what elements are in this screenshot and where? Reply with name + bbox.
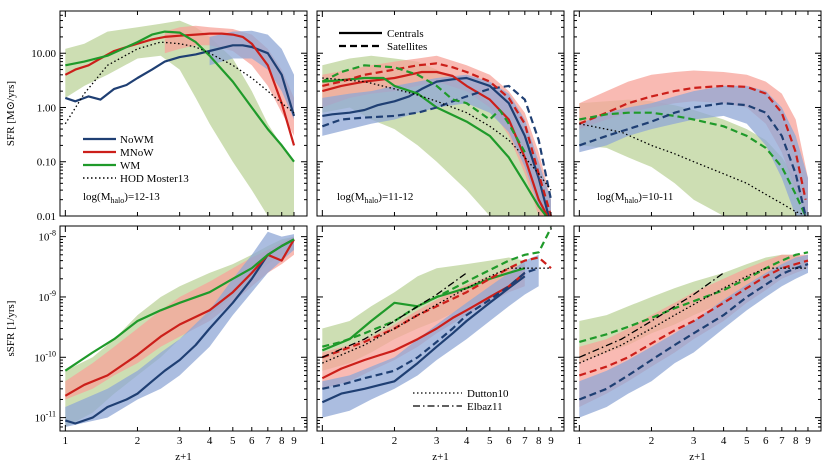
series-mnow-sat — [322, 62, 553, 216]
x-tick-label: 8 — [793, 435, 799, 447]
series-hod-moster13 — [64, 41, 295, 125]
y-tick-label: 10-8 — [38, 229, 56, 244]
legend-dutton-label: Dutton10 — [467, 388, 509, 400]
band-wm-band — [65, 20, 294, 216]
x-tick-label: 6 — [763, 435, 769, 447]
x-tick-label: 7 — [522, 435, 528, 447]
panel-top-1 — [321, 55, 553, 216]
mass-label-11-12: log(Mhalo)=11-12 — [337, 191, 413, 205]
series-dutton10 — [579, 267, 808, 364]
series-wm — [64, 238, 295, 372]
legend-satellites-label: Satellites — [387, 41, 427, 53]
series-nowm-sat — [322, 267, 540, 390]
legend-mnow-label: MNoW — [120, 147, 154, 159]
band-nowm-band — [579, 85, 808, 216]
x-tick-label: 7 — [265, 435, 271, 447]
panel-top-0 — [64, 20, 296, 216]
y-tick-label: 10-11 — [35, 410, 56, 425]
x-tick-label: 3 — [434, 435, 440, 447]
x-tick-label: 1 — [63, 435, 69, 447]
legend-nowm-label: NoWM — [120, 134, 154, 146]
x-tick-label: 8 — [279, 435, 285, 447]
y-axis-title-top: SFR [M⊙/yrs] — [5, 81, 17, 146]
series-wm-sat — [579, 251, 809, 343]
series-nowm — [64, 238, 295, 425]
x-tick-label: 1 — [320, 435, 326, 447]
y-tick-label: 10-9 — [38, 289, 56, 304]
x-tick-label: 9 — [548, 435, 554, 447]
y-tick-label: 0.01 — [37, 211, 56, 223]
band-nowm-band — [209, 30, 294, 120]
panel-bottom-2 — [578, 251, 809, 418]
panel-frame — [316, 10, 565, 217]
x-tick-label: 4 — [464, 435, 470, 447]
band-nowm-band — [322, 74, 551, 216]
x-axis-title: z+1 — [175, 451, 192, 463]
series-nowm — [322, 76, 550, 216]
legend-centrals-label: Centrals — [387, 28, 424, 40]
mass-label-12-13: log(Mhalo)=12-13 — [83, 191, 160, 205]
panel-bottom-0 — [64, 231, 295, 427]
x-tick-label: 5 — [487, 435, 493, 447]
series-mnow — [64, 238, 295, 397]
series-wm-sat — [321, 64, 526, 153]
x-tick-label: 4 — [207, 435, 213, 447]
series-hod-moster13 — [579, 123, 809, 216]
panel-top-2 — [578, 70, 809, 216]
y-tick-label: 0.10 — [37, 157, 57, 169]
series-wm-sat — [579, 111, 807, 216]
x-tick-label: 7 — [779, 435, 785, 447]
series-dutton10 — [322, 267, 551, 364]
x-tick-label: 2 — [392, 435, 398, 447]
legend-hod-label: HOD Moster13 — [120, 173, 189, 185]
x-axis-title: z+1 — [432, 451, 449, 463]
x-tick-label: 5 — [230, 435, 236, 447]
legend-wm-label: WM — [120, 160, 140, 172]
x-tick-label: 2 — [649, 435, 655, 447]
panel-frame — [573, 10, 822, 217]
x-tick-label: 3 — [691, 435, 697, 447]
series-nowm — [321, 275, 526, 404]
mass-label-10-11: log(Mhalo)=10-11 — [597, 191, 673, 205]
series-nowm-sat — [321, 84, 553, 200]
x-tick-label: 2 — [135, 435, 141, 447]
y-tick-label: 10-10 — [34, 349, 56, 364]
y-axis-title-bottom: sSFR [1/yrs] — [5, 301, 17, 357]
series-mnow — [321, 272, 526, 380]
band-nowm-band — [322, 254, 539, 418]
panel-frame — [59, 10, 308, 217]
x-tick-label: 5 — [744, 435, 750, 447]
band-nowm-band — [65, 231, 294, 427]
x-tick-label: 9 — [805, 435, 811, 447]
series-mnow — [322, 70, 549, 216]
series-nowm-sat — [578, 263, 809, 401]
series-wm — [65, 30, 295, 163]
x-tick-label: 4 — [721, 435, 727, 447]
x-tick-label: 3 — [177, 435, 183, 447]
panel-bottom-1 — [321, 227, 552, 418]
x-tick-label: 1 — [577, 435, 583, 447]
y-tick-label: 10.00 — [31, 48, 56, 60]
series-nowm-sat — [578, 102, 807, 216]
x-tick-label: 9 — [291, 435, 297, 447]
y-tick-label: 1.00 — [37, 102, 57, 114]
series-elbaz11 — [322, 272, 467, 358]
series-hod-moster13 — [322, 77, 552, 191]
series-mnow-sat — [578, 84, 807, 200]
x-tick-label: 6 — [506, 435, 512, 447]
series-wm-sat — [322, 227, 552, 348]
x-tick-label: 6 — [249, 435, 255, 447]
x-axis-title: z+1 — [689, 451, 706, 463]
x-tick-label: 8 — [536, 435, 542, 447]
series-mnow-sat — [578, 259, 809, 377]
series-elbaz11 — [579, 272, 724, 358]
legend-elbaz-label: Elbaz11 — [467, 401, 503, 413]
